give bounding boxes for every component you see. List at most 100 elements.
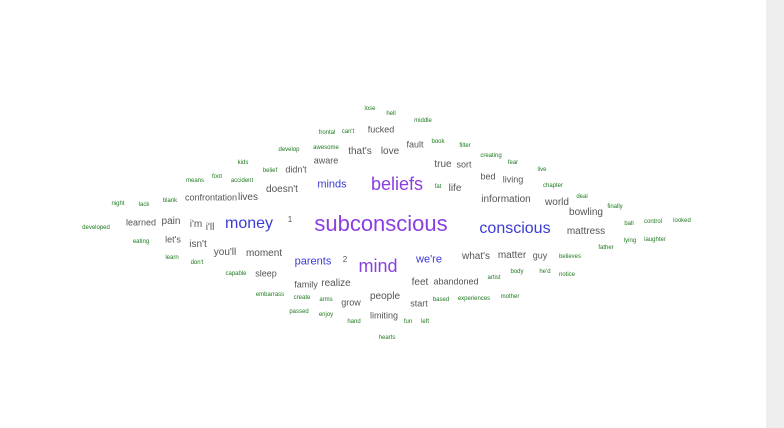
cloud-word: create (293, 295, 311, 301)
cloud-word: abandoned (433, 276, 479, 287)
cloud-word: i'll (205, 222, 215, 233)
cloud-word: capable (225, 271, 247, 277)
cloud-word: sleep (255, 268, 277, 279)
cloud-word: life (448, 183, 462, 194)
cloud-word: fear (507, 160, 519, 166)
cloud-word: lying (623, 238, 637, 244)
cloud-word: father (598, 245, 614, 251)
cloud-word: fat (434, 184, 442, 190)
cloud-word: book (431, 139, 445, 145)
cloud-word: accident (230, 178, 254, 184)
cloud-word: ball (624, 221, 634, 227)
cloud-word: experiences (457, 296, 491, 302)
cloud-word: bowling (569, 207, 603, 218)
cloud-word: 2 (342, 255, 348, 264)
cloud-word: what's (461, 251, 491, 262)
cloud-word: start (410, 298, 428, 309)
cloud-word: family (294, 279, 318, 290)
cloud-word: filter (459, 143, 471, 149)
cloud-word: enjoy (318, 312, 334, 318)
cloud-word: 1 (287, 215, 293, 224)
cloud-word: mother (500, 294, 520, 300)
cloud-word: eating (132, 239, 150, 245)
cloud-word: developed (82, 225, 110, 231)
cloud-word: chapter (542, 183, 564, 189)
cloud-word: parents (294, 255, 332, 268)
cloud-word: looked (673, 218, 691, 224)
cloud-word: body (510, 269, 524, 275)
cloud-word: moment (245, 248, 283, 259)
cloud-word: artist (487, 275, 501, 281)
cloud-word: hell (386, 111, 396, 117)
cloud-word: mattress (566, 226, 606, 237)
cloud-word: he'd (539, 269, 551, 275)
cloud-word: finally (607, 204, 623, 210)
cloud-word: didn't (285, 164, 307, 175)
cloud-word: grow (341, 297, 361, 308)
cloud-word: learned (125, 217, 157, 228)
cloud-word: fucked (367, 124, 395, 135)
cloud-word: live (537, 167, 547, 173)
cloud-word: awesome (313, 145, 339, 151)
cloud-word: kids (237, 160, 249, 166)
cloud-word: isn't (189, 239, 207, 250)
cloud-word: frontal (318, 130, 336, 136)
cloud-word: subconscious (314, 211, 448, 236)
cloud-word: based (432, 297, 450, 303)
cloud-word: i'm (189, 219, 203, 230)
cloud-word: lose (364, 106, 376, 112)
cloud-word: fun (403, 319, 413, 325)
cloud-word: realize (321, 278, 351, 289)
cloud-word: feet (411, 277, 429, 288)
cloud-word: develop (278, 147, 300, 153)
cloud-word: true (434, 159, 452, 170)
cloud-word: mind (358, 256, 398, 276)
cloud-word: deal (576, 194, 588, 200)
cloud-word: beliefs (370, 174, 424, 194)
cloud-word: hearts (378, 335, 396, 341)
cloud-word: means (185, 178, 205, 184)
cloud-word: let's (165, 234, 181, 245)
cloud-word: foot (211, 174, 223, 180)
cloud-word: guy (532, 250, 548, 261)
cloud-word: money (224, 215, 274, 232)
cloud-word: don't (190, 260, 204, 266)
cloud-word: love (380, 146, 400, 157)
cloud-word: limiting (369, 310, 399, 321)
cloud-word: control (643, 219, 663, 225)
cloud-word: world (545, 197, 569, 208)
cloud-word: fault (406, 139, 424, 150)
cloud-word: living (502, 174, 524, 185)
cloud-word: doesn't (266, 184, 298, 195)
cloud-word: can't (341, 129, 355, 135)
cloud-word: that's (348, 146, 372, 157)
cloud-word: believes (558, 254, 582, 260)
cloud-word: middle (414, 118, 432, 124)
cloud-word: night (111, 201, 125, 207)
cloud-word: arms (319, 297, 333, 303)
vertical-scrollbar[interactable] (766, 0, 784, 428)
cloud-word: embarrass (255, 292, 285, 298)
cloud-word: confrontation (184, 192, 238, 203)
cloud-word: lives (237, 192, 259, 203)
cloud-word: minds (317, 178, 347, 191)
cloud-word: people (369, 291, 401, 302)
cloud-word: sort (456, 159, 472, 170)
cloud-word: left (420, 319, 430, 325)
cloud-word: laughter (644, 237, 666, 243)
word-cloud: subconscious beliefs mind money conscious min… (82, 106, 691, 341)
cloud-word: matter (497, 250, 527, 261)
cloud-word: we're (416, 253, 442, 266)
cloud-word: pain (161, 216, 181, 227)
cloud-word: passed (289, 309, 309, 315)
cloud-word: aware (313, 155, 339, 166)
cloud-word: notice (558, 272, 576, 278)
cloud-word: conscious (479, 220, 551, 237)
cloud-word: lack (138, 202, 150, 208)
cloud-word: you'll (213, 247, 237, 258)
cloud-word: belief (262, 168, 278, 174)
cloud-word: hand (347, 319, 361, 325)
cloud-word: learn (165, 255, 179, 261)
cloud-word: information (481, 194, 531, 205)
cloud-word: blank (162, 198, 178, 204)
